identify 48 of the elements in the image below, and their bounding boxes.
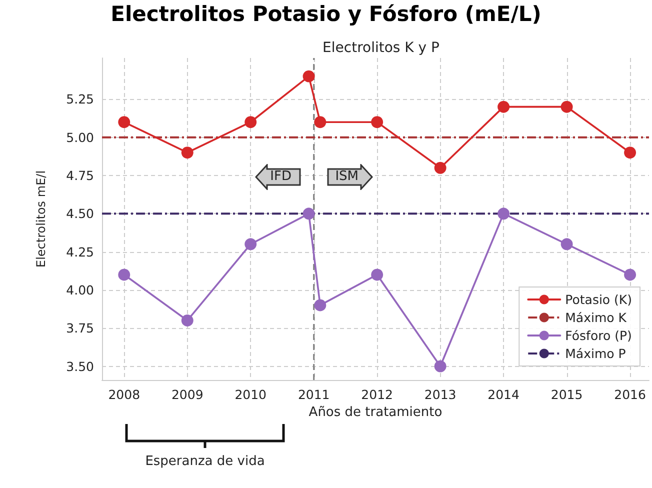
point bbox=[434, 360, 446, 372]
y-tick-label: 3.75 bbox=[66, 320, 94, 336]
y-tick-label: 4.00 bbox=[66, 282, 94, 298]
x-tick-label: 2015 bbox=[550, 387, 583, 402]
point bbox=[560, 238, 573, 250]
point bbox=[118, 268, 130, 281]
legend-label: Potasio (K) bbox=[565, 292, 632, 307]
legend-label: Máximo P bbox=[565, 346, 626, 361]
point bbox=[498, 208, 510, 220]
point bbox=[371, 116, 384, 128]
point bbox=[118, 116, 130, 128]
x-tick-label: 2009 bbox=[171, 387, 204, 402]
y-axis-title: Electrolitos mE/l bbox=[34, 170, 48, 268]
x-axis-title: Años de tratamiento bbox=[308, 404, 442, 420]
y-tick-label: 4.50 bbox=[66, 206, 94, 222]
point bbox=[314, 116, 326, 128]
point bbox=[181, 146, 194, 159]
point bbox=[314, 299, 326, 312]
chart-subtitle: Electrolitos K y P bbox=[322, 40, 440, 56]
x-tick-label: 2016 bbox=[614, 387, 646, 402]
point bbox=[624, 146, 636, 159]
legend-label: Fósforo (P) bbox=[565, 328, 632, 343]
y-tick-label: 5.00 bbox=[66, 130, 94, 145]
point bbox=[624, 268, 636, 281]
y-tick-label: 5.25 bbox=[66, 92, 94, 107]
x-tick-label: 2010 bbox=[234, 387, 267, 402]
y-tick-label: 3.50 bbox=[66, 358, 94, 374]
point bbox=[181, 314, 194, 326]
annotation: IFD bbox=[269, 169, 292, 184]
point bbox=[434, 162, 446, 174]
point bbox=[302, 208, 315, 220]
point bbox=[244, 116, 257, 128]
x-tick-label: 2013 bbox=[424, 387, 456, 402]
point bbox=[371, 268, 384, 281]
annotation: ISM bbox=[334, 169, 360, 184]
chart-title: Electrolitos Potasio y Fósforo (mE/L) bbox=[110, 2, 542, 26]
x-tick-label: 2008 bbox=[108, 387, 140, 402]
point bbox=[560, 100, 573, 113]
point bbox=[498, 100, 510, 113]
x-tick-label: 2014 bbox=[488, 387, 520, 402]
x-tick-label: 2011 bbox=[298, 387, 330, 402]
y-tick-label: 4.75 bbox=[66, 168, 94, 184]
point bbox=[244, 238, 257, 250]
text: Esperanza de vida bbox=[144, 454, 266, 469]
x-tick-label: 2012 bbox=[361, 387, 393, 402]
y-tick-label: 4.25 bbox=[66, 244, 94, 260]
legend-label: Máximo K bbox=[565, 310, 628, 325]
point bbox=[302, 70, 315, 82]
